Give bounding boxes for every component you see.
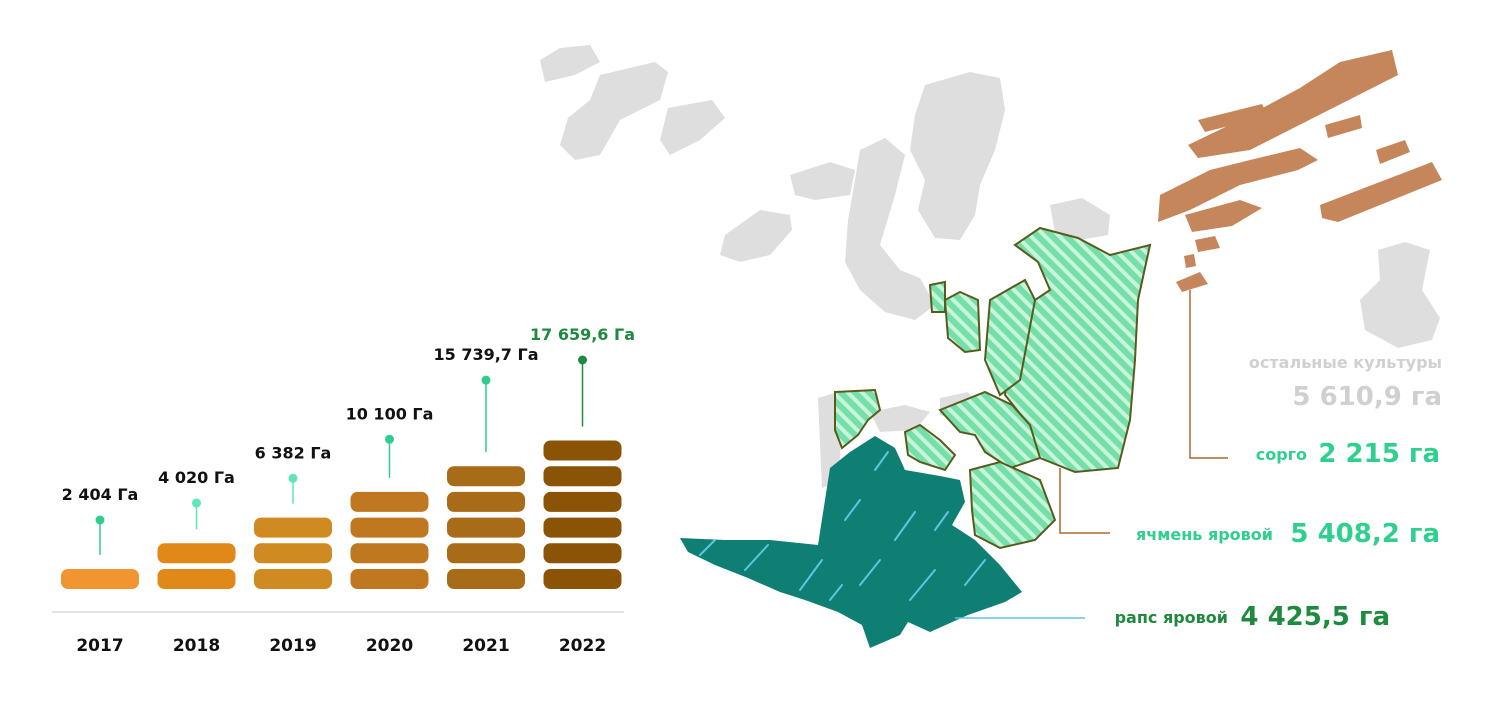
field-other — [870, 405, 930, 432]
bar-block — [350, 569, 429, 589]
field-other — [1360, 242, 1440, 348]
bar-value-label: 15 739,7 Га — [433, 345, 538, 364]
field-barley — [903, 423, 957, 472]
bar-block — [254, 543, 332, 564]
bar-block — [254, 569, 332, 589]
bars-layer: 2 404 Га 4 020 Га 6 382 Га 10 100 Га 15 739,… — [61, 325, 635, 589]
field-sorghum — [1320, 162, 1442, 222]
bar-block — [350, 517, 429, 538]
field-other — [790, 162, 855, 200]
field-sorghum — [1176, 272, 1208, 292]
bar-value-label: 2 404 Га — [62, 485, 139, 504]
field-sorghum — [1376, 140, 1410, 164]
bar-value-label: 4 020 Га — [158, 468, 235, 487]
bar-block — [61, 569, 139, 589]
leader-line-barley — [1059, 468, 1110, 534]
leader-line-sorghum — [1189, 290, 1228, 459]
bar-block — [447, 466, 525, 487]
year-labels: 2017 2018 2019 2020 2021 2022 — [76, 636, 606, 656]
field-barley — [943, 290, 982, 354]
legend-name-other: остальные культуры — [1249, 353, 1442, 372]
bar-block — [543, 569, 622, 589]
bar-2022: 17 659,6 Га — [530, 325, 635, 589]
leader-lines — [955, 290, 1228, 619]
bar-block — [350, 543, 429, 564]
bar-block — [543, 440, 622, 461]
bar-block — [543, 466, 622, 487]
value-dot — [192, 498, 201, 508]
bar-block — [447, 491, 525, 512]
field-barley — [938, 390, 1042, 470]
field-other — [845, 138, 935, 320]
legend-value-sorghum: 2 215 га — [1318, 439, 1440, 469]
year-label-2019: 2019 — [269, 636, 316, 656]
field-group-barley — [834, 226, 1152, 550]
field-other — [720, 210, 792, 262]
year-label-2020: 2020 — [366, 636, 413, 656]
value-dot — [578, 355, 587, 365]
value-dot — [288, 473, 298, 483]
bar-block — [447, 569, 525, 589]
field-sorghum — [1188, 50, 1398, 158]
legend-value-other: 5 610,9 га — [1292, 382, 1442, 412]
bar-block — [447, 543, 525, 564]
bar-block — [350, 491, 429, 512]
value-dot — [385, 434, 394, 444]
bar-value-label: 17 659,6 Га — [530, 325, 635, 344]
legend-value-barley: 5 408,2 га — [1290, 519, 1440, 549]
field-other — [660, 100, 725, 155]
field-other — [560, 62, 668, 160]
field-sorghum — [1325, 115, 1362, 138]
field-rapeseed — [680, 436, 1022, 648]
legend-value-rapeseed: 4 425,5 га — [1240, 602, 1390, 632]
bar-2019: 6 382 Га — [254, 443, 332, 589]
year-label-2022: 2022 — [559, 636, 606, 656]
year-label-2018: 2018 — [173, 636, 220, 656]
field-barley — [983, 278, 1037, 397]
rapeseed-texture — [699, 451, 986, 601]
bar-2017: 2 404 Га — [61, 485, 139, 589]
bar-2020: 10 100 Га — [346, 404, 434, 589]
bar-value-label: 10 100 Га — [346, 404, 434, 423]
field-sorghum — [1185, 200, 1262, 232]
bar-block — [543, 517, 622, 538]
legend-name-sorghum: сорго — [1256, 445, 1307, 464]
map-legend: остальные культуры 5 610,9 га сорго 2 21… — [1115, 353, 1442, 632]
field-sorghum — [1198, 104, 1268, 132]
field-sorghum — [1195, 236, 1220, 252]
field-other — [1050, 198, 1110, 240]
field-barley — [928, 280, 946, 313]
bar-block — [543, 543, 622, 564]
field-other — [540, 45, 600, 82]
year-label-2021: 2021 — [462, 636, 509, 656]
bar-block — [157, 569, 236, 589]
field-group-other-crops — [540, 45, 1440, 488]
bar-2021: 15 739,7 Га — [433, 345, 539, 589]
field-group-sorghum — [1158, 50, 1442, 292]
bar-2018: 4 020 Га — [157, 468, 236, 589]
value-dot — [95, 515, 105, 525]
value-dot — [481, 375, 491, 385]
year-label-2017: 2017 — [76, 636, 123, 656]
field-group-rapeseed — [680, 436, 1022, 648]
bar-block — [254, 517, 332, 538]
field-barley — [834, 388, 882, 450]
bar-value-label: 6 382 Га — [255, 443, 332, 462]
field-sorghum — [1158, 148, 1318, 222]
field-other — [910, 72, 1005, 240]
legend-name-barley: ячмень яровой — [1136, 525, 1273, 544]
legend-name-rapeseed: рапс яровой — [1115, 608, 1228, 627]
bar-block — [157, 543, 236, 564]
field-sorghum — [1184, 254, 1196, 268]
bar-block — [543, 491, 622, 512]
bar-block — [447, 517, 525, 538]
fields-map: остальные культуры 5 610,9 га сорго 2 21… — [540, 45, 1442, 648]
bar-chart: 2 404 Га 4 020 Га 6 382 Га 10 100 Га 15 739,… — [52, 325, 635, 656]
field-barley — [968, 460, 1057, 550]
